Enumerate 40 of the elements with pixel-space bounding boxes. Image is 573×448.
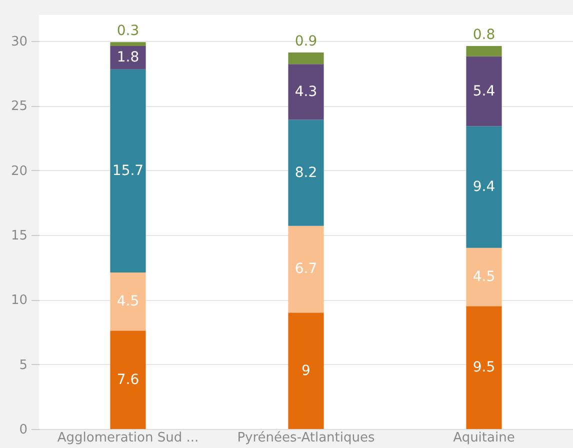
- bar: [466, 126, 502, 248]
- bar: [288, 312, 324, 429]
- bar: [288, 52, 324, 64]
- bar: [466, 46, 502, 56]
- data-label: 6.7: [294, 261, 318, 278]
- y-tick-label: 20: [10, 164, 28, 179]
- data-label: 4.3: [294, 84, 318, 100]
- data-label: 9.5: [472, 360, 496, 376]
- data-label: 9: [302, 362, 310, 379]
- data-label: 0.9: [294, 34, 318, 50]
- x-tick-label: Pyrénées-Atlantiques: [237, 430, 375, 446]
- bar: [288, 64, 324, 120]
- bar: [288, 226, 324, 313]
- bar: [466, 306, 502, 429]
- bar: [466, 248, 502, 306]
- data-label: 7.6: [116, 372, 140, 388]
- bar: [110, 46, 146, 70]
- y-tick-label: 5: [19, 358, 28, 373]
- data-label: 9.4: [472, 179, 496, 196]
- y-tick-label: 25: [10, 99, 28, 114]
- data-label: 4.5: [116, 294, 140, 310]
- x-tick-label: Aquitaine: [453, 430, 515, 446]
- bar: [288, 120, 324, 226]
- data-label: 1.8: [116, 50, 140, 66]
- data-label: 15.7: [112, 162, 144, 179]
- y-tick-label: 30: [10, 34, 28, 50]
- bar: [466, 56, 502, 126]
- bar: [110, 272, 146, 331]
- bar: [110, 69, 146, 272]
- data-label: 8.2: [294, 164, 318, 181]
- bar: [110, 42, 146, 46]
- data-label: 4.5: [472, 268, 496, 285]
- data-label: 5.4: [472, 83, 496, 100]
- data-label: 0.3: [116, 23, 140, 40]
- y-tick-label: 10: [10, 293, 28, 308]
- bar: [110, 330, 146, 429]
- data-label: 0.8: [472, 27, 496, 44]
- y-tick-label: 0: [19, 422, 28, 438]
- x-tick-label: Agglomeration Sud ...: [57, 430, 199, 446]
- y-tick-label: 15: [10, 228, 28, 244]
